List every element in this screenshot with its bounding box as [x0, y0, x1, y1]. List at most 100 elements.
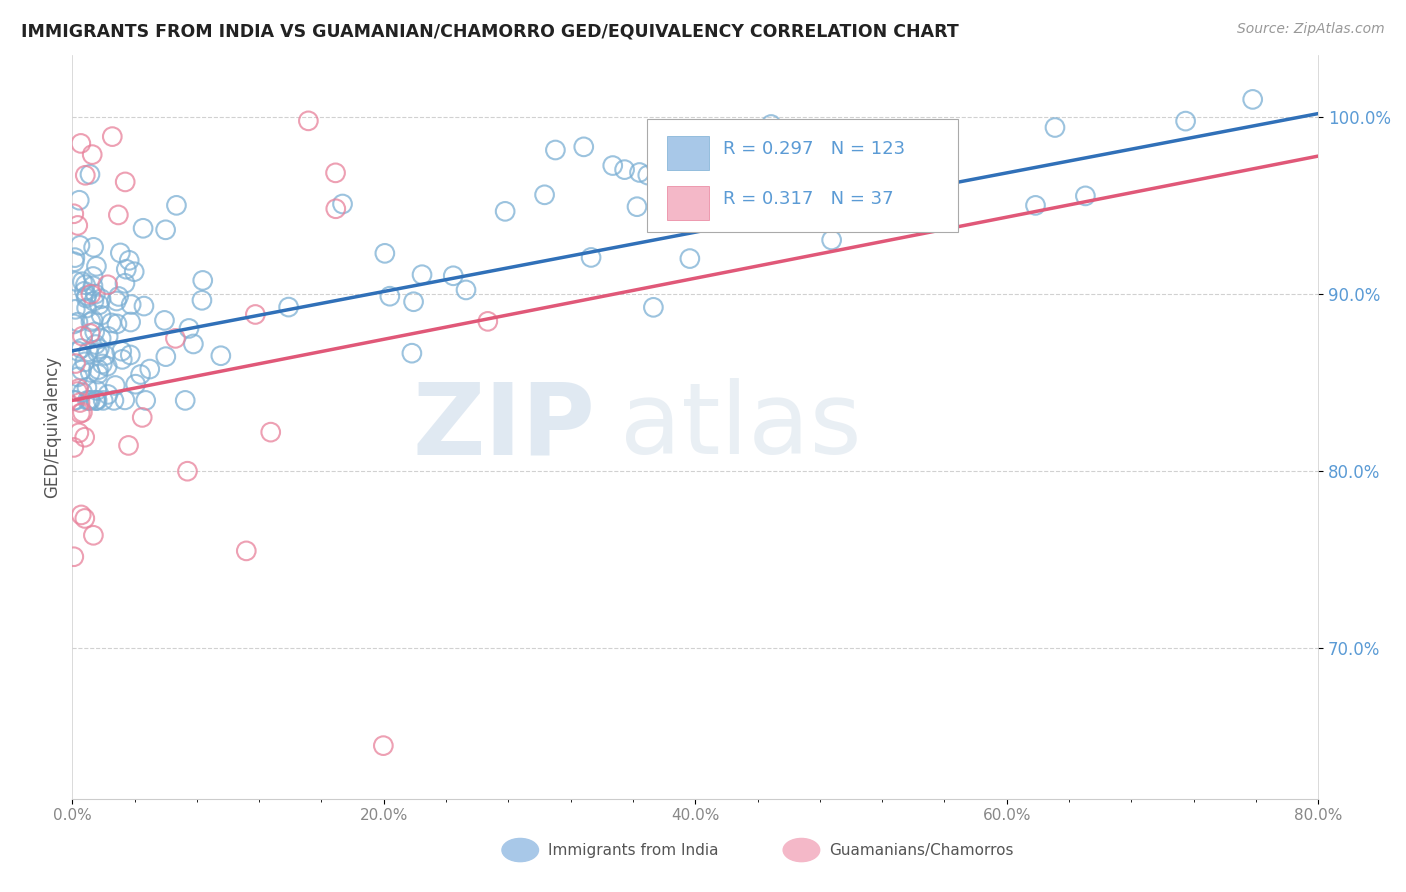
Point [118, 253, 141, 268]
Text: ZIP: ZIP [413, 378, 596, 475]
Point [90, 292, 112, 306]
Text: Guamanians/Chamorros: Guamanians/Chamorros [830, 843, 1014, 857]
Point [87, 367, 110, 381]
Point [62, 317, 84, 331]
Point [82, 313, 104, 327]
Point [63, 251, 86, 265]
Point [65, 357, 87, 371]
Point [132, 221, 155, 235]
Text: Source: ZipAtlas.com: Source: ZipAtlas.com [1237, 22, 1385, 37]
Point [544, 143, 567, 157]
Point [62, 549, 84, 564]
Point [129, 368, 152, 382]
Point [325, 202, 347, 216]
Point [97, 387, 120, 401]
Point [70, 363, 93, 377]
Point [191, 293, 214, 308]
Point [117, 438, 139, 452]
Point [67, 193, 90, 207]
Point [82, 147, 104, 161]
Point [73, 511, 96, 525]
Point [579, 251, 602, 265]
Point [63, 254, 86, 268]
Point [82, 528, 104, 542]
Point [75, 291, 97, 305]
Point [235, 544, 257, 558]
Point [90, 308, 112, 322]
Point [115, 262, 138, 277]
Point [75, 169, 97, 183]
Point [72, 275, 94, 289]
Point [401, 346, 423, 360]
Point [817, 184, 839, 198]
Point [374, 246, 396, 260]
Point [90, 331, 112, 345]
Point [120, 297, 142, 311]
Point [62, 441, 84, 455]
Point [1174, 114, 1197, 128]
Point [97, 277, 120, 292]
Point [76, 301, 98, 315]
Point [277, 300, 299, 314]
Point [613, 162, 636, 177]
Point [411, 268, 433, 282]
Point [785, 207, 807, 221]
Point [441, 268, 464, 283]
Point [76, 380, 98, 394]
Point [105, 293, 128, 308]
Point [114, 277, 136, 291]
Point [79, 365, 101, 379]
Point [62, 393, 84, 408]
Point [1074, 189, 1097, 203]
Point [628, 165, 651, 179]
Point [131, 410, 153, 425]
Point [91, 357, 114, 371]
Point [402, 294, 425, 309]
Point [477, 314, 499, 328]
Text: IMMIGRANTS FROM INDIA VS GUAMANIAN/CHAMORRO GED/EQUIVALENCY CORRELATION CHART: IMMIGRANTS FROM INDIA VS GUAMANIAN/CHAMO… [21, 22, 959, 40]
Point [65, 275, 87, 289]
Point [66, 219, 89, 233]
Point [153, 313, 176, 327]
Point [80, 287, 103, 301]
Point [120, 348, 142, 362]
Point [626, 200, 648, 214]
Point [174, 393, 197, 408]
Point [87, 362, 110, 376]
Point [82, 278, 104, 293]
Point [91, 393, 114, 408]
Point [637, 168, 659, 182]
Point [120, 315, 142, 329]
Point [75, 277, 97, 292]
Point [66, 315, 89, 329]
Point [65, 302, 87, 317]
Point [643, 301, 665, 315]
Point [69, 395, 91, 409]
Point [84, 393, 107, 408]
Point [378, 289, 401, 303]
Point [77, 393, 100, 408]
Point [89, 298, 111, 312]
Y-axis label: GED/Equivalency: GED/Equivalency [44, 356, 60, 498]
Point [70, 342, 93, 356]
Point [96, 359, 118, 374]
Point [373, 739, 395, 753]
Point [84, 287, 107, 301]
Point [602, 159, 624, 173]
Point [110, 246, 132, 260]
Point [260, 425, 283, 439]
Point [191, 273, 214, 287]
Point [820, 233, 842, 247]
Point [103, 393, 125, 408]
Point [72, 385, 94, 400]
Point [73, 285, 96, 299]
Point [176, 464, 198, 478]
Point [86, 393, 108, 408]
Point [100, 316, 122, 330]
Point [132, 299, 155, 313]
Point [66, 384, 89, 399]
Point [679, 252, 702, 266]
Point [1024, 198, 1046, 212]
Point [111, 352, 134, 367]
Point [1043, 120, 1066, 135]
